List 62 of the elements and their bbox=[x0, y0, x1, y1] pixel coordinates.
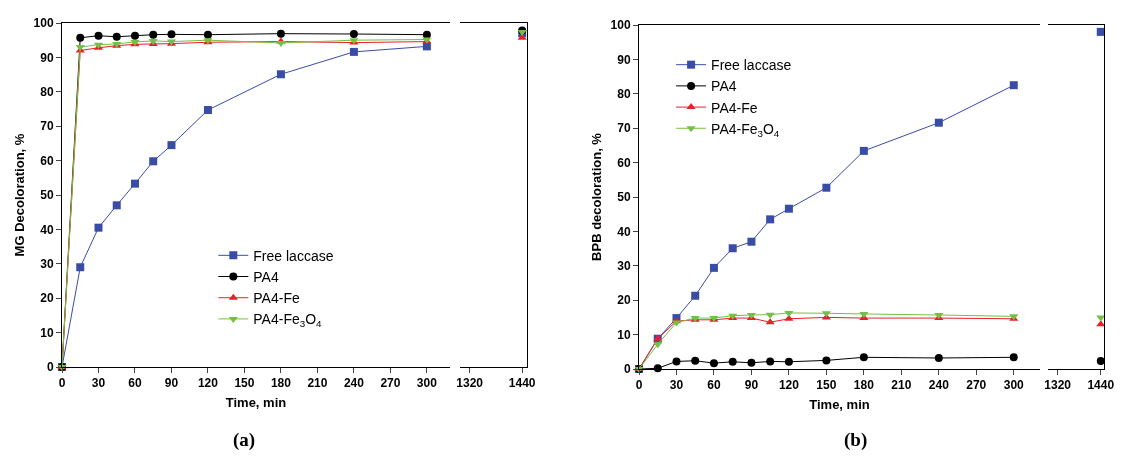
y-tick-label: 90 bbox=[617, 52, 631, 67]
y-tick-label: 80 bbox=[617, 87, 631, 101]
legend-label: PA4 bbox=[253, 268, 279, 285]
x-tick-label: 150 bbox=[816, 378, 837, 393]
text: (a) bbox=[233, 429, 256, 451]
legend-label: PA4-Fe bbox=[711, 99, 758, 116]
y-tick-label: 100 bbox=[610, 18, 631, 33]
x-tick-label: 150 bbox=[234, 376, 255, 391]
y-axis-title: BPB decoloration, % bbox=[588, 132, 604, 261]
x-tick-label: 1320 bbox=[1044, 378, 1072, 393]
x-tick-label: 1320 bbox=[456, 376, 484, 391]
y-tick-label: 70 bbox=[617, 121, 631, 136]
x-tick-label: 240 bbox=[928, 378, 950, 393]
x-tick-label: 300 bbox=[1003, 378, 1025, 393]
x-tick-label: 210 bbox=[307, 376, 328, 391]
x-tick-label: 270 bbox=[380, 376, 401, 391]
x-tick-label: 120 bbox=[197, 376, 219, 391]
x-tick-label: 210 bbox=[891, 378, 912, 393]
y-tick-label: 60 bbox=[617, 155, 631, 170]
x-tick-label: 1440 bbox=[508, 376, 536, 391]
legend-label: PA4-Fe$_{3}$O$_{4}$ bbox=[253, 311, 323, 330]
x-tick-label: 180 bbox=[270, 376, 292, 391]
x-axis-title: Time, min bbox=[225, 395, 287, 410]
x-tick-label: 30 bbox=[91, 376, 106, 391]
y-tick-label: 70 bbox=[40, 119, 54, 134]
x-tick-label: 60 bbox=[128, 376, 142, 391]
y-tick-label: 20 bbox=[40, 291, 54, 306]
x-tick-label: 270 bbox=[966, 378, 987, 393]
x-tick-label: 240 bbox=[343, 376, 365, 391]
x-tick-label: 90 bbox=[744, 378, 759, 393]
legend-label: PA4-Fe bbox=[253, 290, 300, 307]
y-tick-label: 100 bbox=[33, 16, 54, 31]
y-tick-label: 60 bbox=[40, 153, 54, 168]
legend-label: Free laccase bbox=[253, 247, 334, 264]
y-tick-label: 50 bbox=[40, 188, 54, 203]
y-tick-label: 40 bbox=[40, 222, 54, 237]
y-tick-label: 90 bbox=[40, 50, 54, 65]
legend-label: PA4 bbox=[711, 78, 737, 95]
x-tick-label: 0 bbox=[635, 378, 643, 393]
x-tick-label: 60 bbox=[707, 378, 721, 393]
y-tick-label: 80 bbox=[40, 85, 54, 99]
y-tick-label: 50 bbox=[617, 190, 631, 205]
x-tick-label: 120 bbox=[778, 378, 800, 393]
x-tick-label: 0 bbox=[58, 376, 66, 391]
y-tick-label: 10 bbox=[617, 327, 631, 342]
text: (b) bbox=[844, 429, 868, 451]
legend-label: PA4-Fe$_{3}$O$_{4}$ bbox=[711, 120, 780, 139]
y-tick-label: 40 bbox=[617, 224, 631, 239]
y-axis-title: MG Decoloration, % bbox=[11, 133, 27, 257]
x-axis-title: Time, min bbox=[809, 397, 870, 412]
x-tick-label: 180 bbox=[853, 378, 875, 393]
y-tick-label: 0 bbox=[623, 362, 631, 377]
y-tick-label: 30 bbox=[617, 259, 631, 273]
y-tick-label: 10 bbox=[40, 325, 54, 340]
legend-label: Free laccase bbox=[711, 57, 792, 74]
x-tick-label: 1440 bbox=[1087, 378, 1115, 393]
x-tick-label: 90 bbox=[164, 376, 179, 391]
y-tick-label: 30 bbox=[40, 257, 54, 271]
y-tick-label: 0 bbox=[46, 360, 54, 375]
x-tick-label: 30 bbox=[669, 378, 684, 393]
x-tick-label: 300 bbox=[416, 376, 438, 391]
y-tick-label: 20 bbox=[617, 293, 631, 308]
